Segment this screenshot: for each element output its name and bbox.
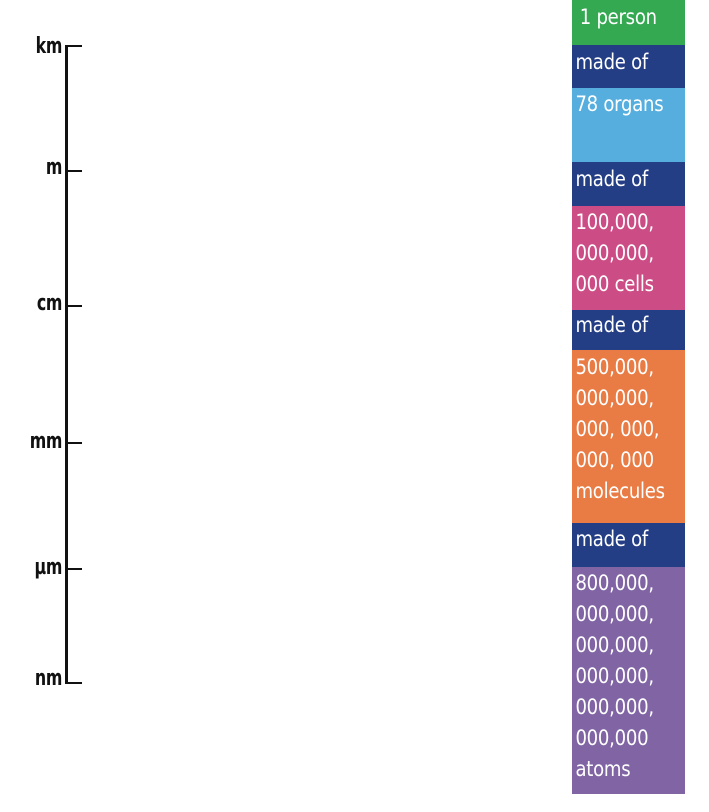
scale-axis-line [65,45,68,684]
unit-label-um: µm [34,555,63,580]
scale-ruler: km m cm mm µm nm [0,0,120,812]
block-person-text: 1 person [579,5,657,29]
block-organs-text: 78 organs [575,92,664,116]
unit-label-nm: nm [34,666,62,691]
block-made-of-1: made of [572,45,685,88]
tick-um [65,568,82,570]
block-cells: 100,000, 000,000, 000 cells [572,206,685,310]
block-made-of-2-text: made of [575,167,649,191]
block-molecules: 500,000, 000,000, 000, 000, 000, 000 mol… [572,350,685,523]
unit-label-km: km [35,34,63,59]
block-person: 1 person [572,0,685,45]
block-made-of-3: made of [572,310,685,350]
tick-mm [65,442,82,444]
block-made-of-2: made of [572,162,685,206]
block-atoms-text: 800,000, 000,000, 000,000, 000,000, 000,… [575,571,654,781]
block-cells-text: 100,000, 000,000, 000 cells [575,210,654,296]
block-atoms: 800,000, 000,000, 000,000, 000,000, 000,… [572,567,685,794]
block-made-of-4-text: made of [575,527,649,551]
tick-m [65,170,82,172]
block-made-of-4: made of [572,523,685,567]
unit-label-m: m [45,155,63,180]
tick-nm [65,682,82,684]
block-made-of-1-text: made of [575,50,649,74]
block-organs: 78 organs [572,88,685,162]
unit-label-cm: cm [36,291,63,316]
tick-km [65,45,82,47]
unit-label-mm: mm [29,429,63,454]
block-made-of-3-text: made of [575,313,649,337]
tick-cm [65,305,82,307]
composition-stack: 1 person made of 78 organs made of 100,0… [572,0,685,794]
block-molecules-text: 500,000, 000,000, 000, 000, 000, 000 mol… [575,355,665,503]
